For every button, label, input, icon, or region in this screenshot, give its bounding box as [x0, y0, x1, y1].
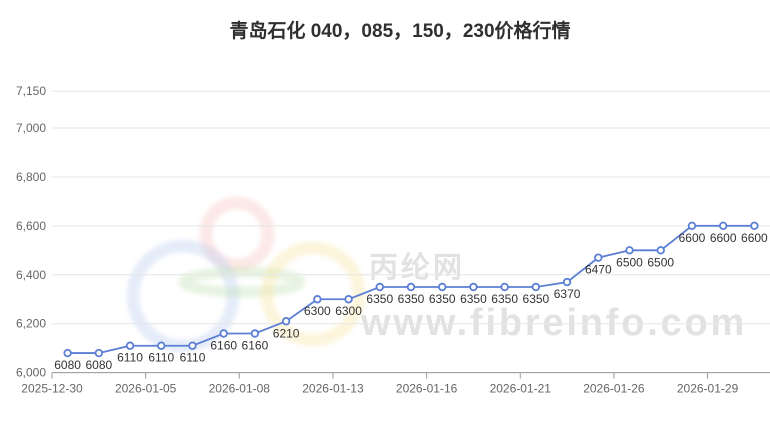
- svg-text:6600: 6600: [741, 231, 768, 245]
- svg-text:6350: 6350: [429, 292, 456, 306]
- svg-text:2026-01-16: 2026-01-16: [396, 382, 458, 396]
- svg-text:6500: 6500: [616, 255, 643, 269]
- svg-text:2026-01-21: 2026-01-21: [490, 382, 552, 396]
- svg-text:6370: 6370: [554, 287, 581, 301]
- svg-text:6300: 6300: [304, 304, 331, 318]
- svg-text:2026-01-08: 2026-01-08: [209, 382, 271, 396]
- svg-text:6110: 6110: [117, 351, 143, 365]
- svg-text:6,000: 6,000: [16, 366, 46, 380]
- svg-text:6,200: 6,200: [16, 317, 46, 331]
- svg-text:6,800: 6,800: [16, 170, 46, 184]
- svg-text:6160: 6160: [242, 339, 269, 353]
- svg-text:6350: 6350: [523, 292, 550, 306]
- svg-text:6350: 6350: [366, 292, 393, 306]
- svg-text:6110: 6110: [148, 351, 174, 365]
- svg-text:6080: 6080: [54, 358, 81, 372]
- svg-text:6110: 6110: [180, 351, 206, 365]
- svg-text:2026-01-05: 2026-01-05: [115, 382, 177, 396]
- svg-text:2026-01-13: 2026-01-13: [302, 382, 364, 396]
- svg-text:6160: 6160: [210, 339, 237, 353]
- svg-text:6,600: 6,600: [16, 219, 46, 233]
- svg-text:2026-01-26: 2026-01-26: [583, 382, 645, 396]
- svg-text:7,150: 7,150: [16, 84, 46, 98]
- svg-text:2025-12-30: 2025-12-30: [21, 382, 83, 396]
- svg-text:6350: 6350: [460, 292, 487, 306]
- svg-text:6210: 6210: [273, 326, 300, 340]
- svg-text:2026-01-29: 2026-01-29: [677, 382, 739, 396]
- svg-text:6600: 6600: [679, 231, 706, 245]
- svg-text:6,400: 6,400: [16, 268, 46, 282]
- svg-text:6350: 6350: [491, 292, 518, 306]
- svg-text:6300: 6300: [335, 304, 362, 318]
- svg-text:6080: 6080: [85, 358, 112, 372]
- svg-text:6600: 6600: [710, 231, 737, 245]
- svg-text:6350: 6350: [398, 292, 425, 306]
- svg-text:7,000: 7,000: [16, 121, 46, 135]
- svg-text:6470: 6470: [585, 263, 612, 277]
- svg-text:6500: 6500: [647, 255, 674, 269]
